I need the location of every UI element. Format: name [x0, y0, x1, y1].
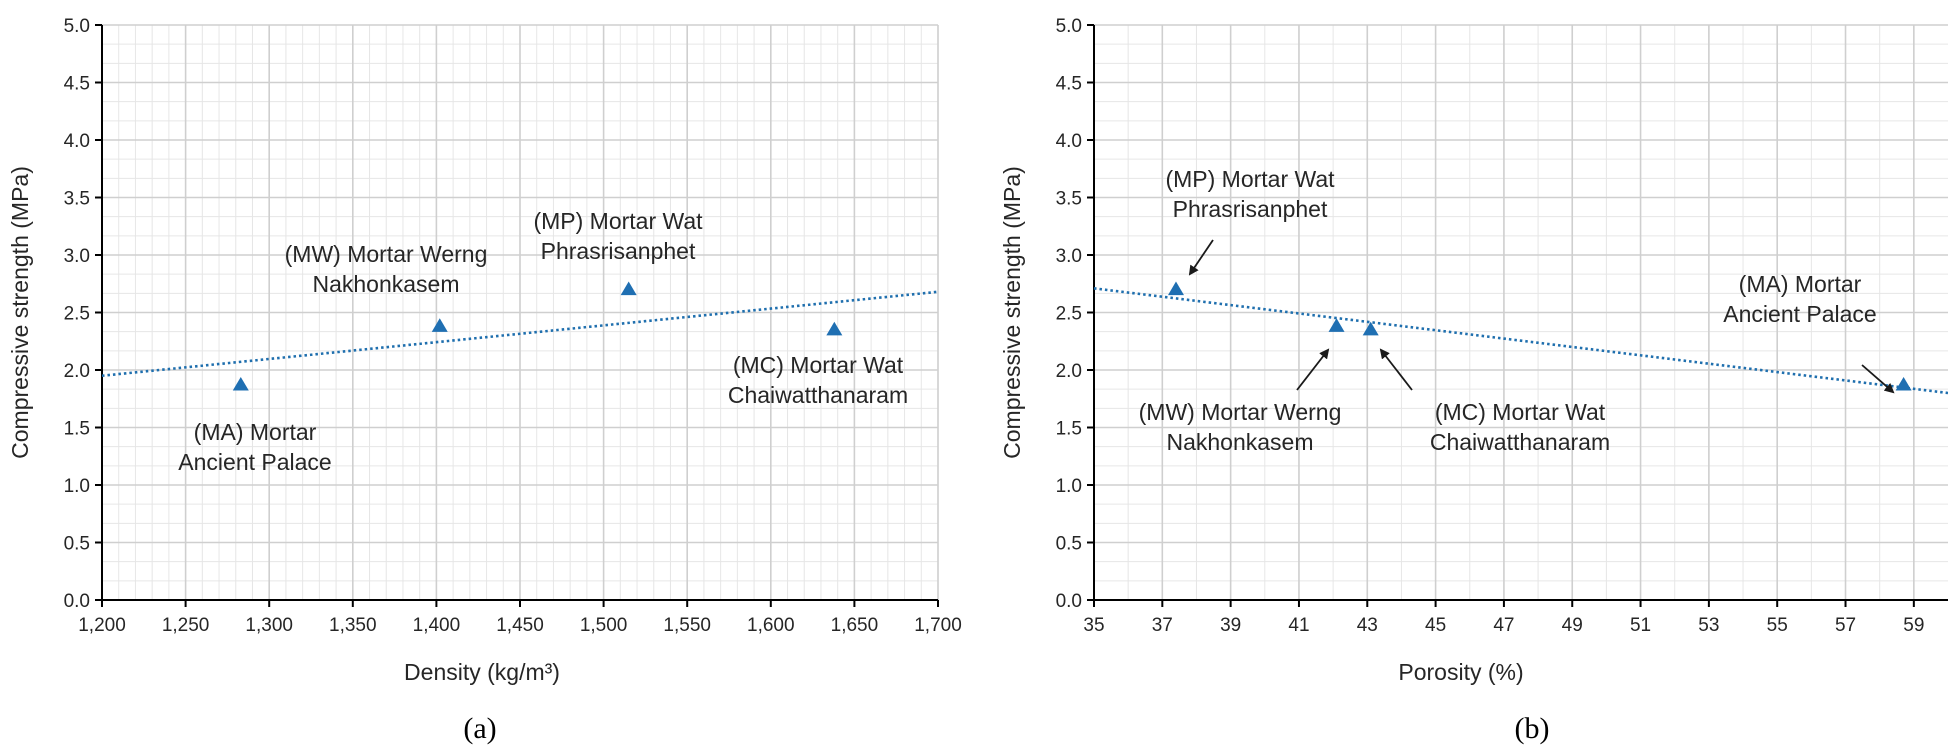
x-tick-label: 47	[1493, 615, 1514, 636]
x-tick-label: 37	[1152, 615, 1173, 636]
y-tick-label: 3.5	[1056, 189, 1082, 210]
data-point-ma	[1895, 376, 1912, 391]
annotation-line: Nakhonkasem	[1166, 429, 1313, 455]
x-tick-label: 1,400	[413, 615, 461, 636]
annotation-line: Ancient Palace	[178, 449, 331, 475]
data-point-ma	[232, 376, 249, 391]
y-tick-label: 4.0	[1056, 131, 1082, 152]
annotation-arrow-mc	[1379, 348, 1413, 391]
x-tick-label: 1,650	[831, 615, 879, 636]
x-axis-title: Density (kg/m³)	[404, 659, 560, 685]
x-tick-label: 53	[1698, 615, 1719, 636]
x-tick-label: 1,300	[245, 615, 293, 636]
chart-panel-a: 0.0 0.5 1.0 1.5 2.0 2.5 3.0 3.5 4.0 4.5 5.0 1,200 1,…	[7, 16, 962, 745]
y-tick-label: 1.5	[1056, 419, 1082, 440]
y-tick-label: 0.0	[1056, 591, 1082, 612]
annotation-line: (MW) Mortar Werng	[285, 241, 488, 267]
annotation-line: Phrasrisanphet	[1173, 196, 1328, 222]
annotation-ma: (MA) Mortar Ancient Palace	[178, 419, 331, 475]
x-tick-label: 51	[1630, 615, 1651, 636]
x-tick-label: 45	[1425, 615, 1446, 636]
x-tick-label: 1,450	[496, 615, 544, 636]
x-tick-label: 35	[1083, 615, 1104, 636]
x-tick-label: 43	[1357, 615, 1378, 636]
x-tick-label: 1,550	[663, 615, 711, 636]
y-axis-title: Compressive strength (MPa)	[999, 166, 1025, 459]
x-tick-label: 55	[1767, 615, 1788, 636]
annotation-mw: (MW) Mortar Werng Nakhonkasem	[285, 241, 488, 297]
x-tick-label: 57	[1835, 615, 1856, 636]
y-tick-label: 2.0	[1056, 361, 1082, 382]
data-point-mc	[1362, 321, 1379, 336]
annotation-arrow-mp	[1188, 239, 1214, 276]
data-point-mc	[826, 321, 843, 336]
x-tick-label: 1,350	[329, 615, 377, 636]
y-tick-label: 5.0	[1056, 16, 1082, 37]
x-tick-label: 1,250	[162, 615, 210, 636]
y-tick-label: 2.0	[64, 361, 90, 382]
annotation-mp: (MP) Mortar Wat Phrasrisanphet	[1165, 166, 1335, 222]
annotation-line: Chaiwatthanaram	[728, 382, 908, 408]
annotation-line: (MA) Mortar	[194, 419, 317, 445]
trendline	[101, 290, 939, 378]
x-axis-title: Porosity (%)	[1398, 659, 1523, 685]
annotation-line: (MC) Mortar Wat	[733, 352, 904, 378]
panel-caption: (a)	[463, 712, 496, 745]
annotation-mc: (MC) Mortar Wat Chaiwatthanaram	[1430, 399, 1610, 455]
y-tick-label: 3.0	[64, 246, 90, 267]
y-tick-label: 1.0	[1056, 476, 1082, 497]
y-tick-label: 0.0	[64, 591, 90, 612]
annotation-mp: (MP) Mortar Wat Phrasrisanphet	[533, 208, 703, 264]
panel-caption: (b)	[1515, 712, 1550, 745]
data-point-mp	[1167, 281, 1184, 296]
y-tick-label: 5.0	[64, 16, 90, 37]
annotation-line: Nakhonkasem	[312, 271, 459, 297]
y-tick-label: 3.0	[1056, 246, 1082, 267]
data-point-mw	[431, 318, 448, 332]
x-tick-label: 49	[1562, 615, 1583, 636]
y-tick-label: 3.5	[64, 189, 90, 210]
x-tick-label: 1,700	[914, 615, 962, 636]
data-point-mp	[620, 281, 637, 296]
x-tick-label: 1,200	[78, 615, 126, 636]
x-tick-label: 39	[1220, 615, 1241, 636]
y-tick-label: 0.5	[64, 534, 90, 555]
y-tick-label: 1.0	[64, 476, 90, 497]
trendline	[1093, 287, 1948, 395]
annotation-arrow-ma	[1861, 364, 1895, 394]
y-tick-label: 4.5	[1056, 74, 1082, 95]
annotation-line: (MP) Mortar Wat	[533, 208, 703, 234]
y-tick-label: 2.5	[1056, 304, 1082, 325]
y-tick-label: 4.5	[64, 74, 90, 95]
x-tick-label: 41	[1288, 615, 1309, 636]
data-point-mw	[1328, 318, 1345, 332]
annotation-line: Ancient Palace	[1723, 301, 1876, 327]
y-tick-label: 0.5	[1056, 534, 1082, 555]
annotation-arrow-mw	[1296, 348, 1330, 391]
annotation-line: Phrasrisanphet	[541, 238, 696, 264]
y-tick-label: 1.5	[64, 419, 90, 440]
annotation-mc: (MC) Mortar Wat Chaiwatthanaram	[728, 352, 908, 408]
chart-panel-b: 0.0 0.5 1.0 1.5 2.0 2.5 3.0 3.5 4.0 4.5 5.0 35 37 39 4…	[999, 16, 1948, 745]
annotation-line: (MP) Mortar Wat	[1165, 166, 1335, 192]
annotation-line: (MC) Mortar Wat	[1435, 399, 1606, 425]
x-tick-label: 59	[1903, 615, 1924, 636]
annotation-line: (MA) Mortar	[1739, 271, 1862, 297]
annotation-line: Chaiwatthanaram	[1430, 429, 1610, 455]
x-tick-label: 1,500	[580, 615, 628, 636]
y-axis-title: Compressive strength (MPa)	[7, 166, 33, 459]
annotation-mw: (MW) Mortar Werng Nakhonkasem	[1139, 399, 1342, 455]
annotation-ma: (MA) Mortar Ancient Palace	[1723, 271, 1876, 327]
y-tick-label: 4.0	[64, 131, 90, 152]
x-tick-label: 1,600	[747, 615, 795, 636]
annotation-line: (MW) Mortar Werng	[1139, 399, 1342, 425]
y-tick-label: 2.5	[64, 304, 90, 325]
